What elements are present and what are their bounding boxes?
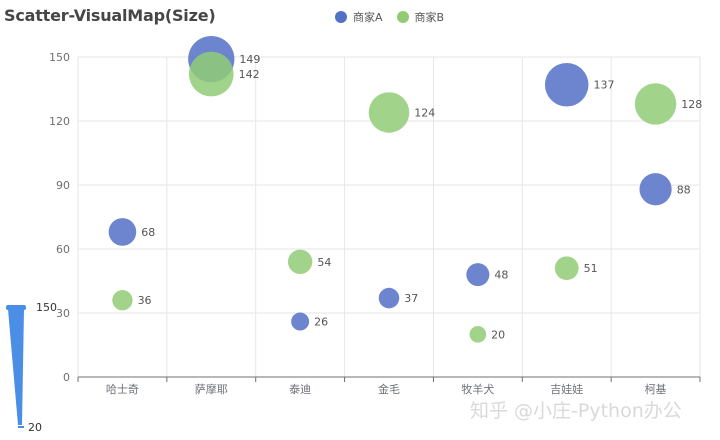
visual-map-max-label: 150 (36, 301, 57, 314)
visual-map-bar[interactable] (8, 309, 24, 425)
point-label: 20 (491, 328, 505, 341)
point-label: 54 (317, 256, 331, 269)
scatter-point[interactable] (368, 92, 410, 133)
scatter-point[interactable] (466, 263, 490, 287)
y-tick-label: 90 (56, 179, 70, 192)
x-tick-label: 柯基 (645, 383, 667, 396)
scatter-point[interactable] (544, 62, 589, 107)
x-tick-label: 萨摩耶 (195, 382, 228, 396)
scatter-point[interactable] (469, 326, 487, 343)
point-label: 142 (239, 68, 260, 81)
y-tick-label: 60 (56, 243, 70, 256)
scatter-point[interactable] (188, 51, 234, 97)
point-label: 68 (141, 226, 155, 239)
scatter-point[interactable] (554, 256, 579, 281)
point-label: 128 (681, 98, 702, 111)
visual-map-min-label: 20 (28, 421, 42, 434)
visual-map-handle-max[interactable] (6, 305, 26, 310)
legend-circle-icon (335, 11, 347, 23)
scatter-point[interactable] (108, 218, 137, 246)
x-tick-label: 吉娃娃 (550, 383, 583, 396)
legend-item-b[interactable]: 商家B (396, 9, 445, 25)
legend: 商家A 商家B (335, 9, 444, 25)
point-label: 36 (138, 294, 152, 307)
legend-circle-icon (396, 11, 409, 23)
scatter-point[interactable] (287, 249, 313, 275)
y-tick-label: 150 (49, 51, 70, 64)
scatter-point[interactable] (112, 290, 133, 311)
point-label: 26 (314, 316, 328, 329)
legend-item-a[interactable]: 商家A (335, 9, 383, 25)
scatter-point[interactable] (639, 173, 672, 206)
point-label: 149 (239, 53, 260, 66)
chart-title: Scatter-VisualMap(Size) (4, 6, 216, 25)
point-label: 51 (584, 262, 598, 275)
y-tick-label: 0 (63, 371, 70, 384)
x-tick-label: 金毛 (378, 382, 400, 396)
point-label: 124 (414, 106, 435, 119)
scatter-point[interactable] (378, 287, 400, 309)
visual-map-handle-min[interactable] (18, 426, 24, 428)
point-label: 48 (494, 269, 508, 282)
scatter-point[interactable] (634, 83, 677, 125)
x-tick-label: 哈士奇 (106, 383, 139, 396)
legend-label: 商家B (414, 11, 445, 24)
x-tick-label: 牧羊犬 (461, 382, 494, 396)
point-label: 88 (677, 183, 691, 196)
x-tick-label: 泰迪 (289, 382, 311, 396)
scatter-point[interactable] (291, 312, 310, 331)
watermark: 知乎 @小庄-Python办公 (470, 400, 682, 422)
y-tick-label: 120 (49, 115, 70, 128)
point-label: 137 (593, 79, 614, 92)
legend-label: 商家A (353, 11, 383, 24)
point-label: 37 (404, 292, 418, 305)
y-tick-label: 30 (56, 307, 70, 320)
